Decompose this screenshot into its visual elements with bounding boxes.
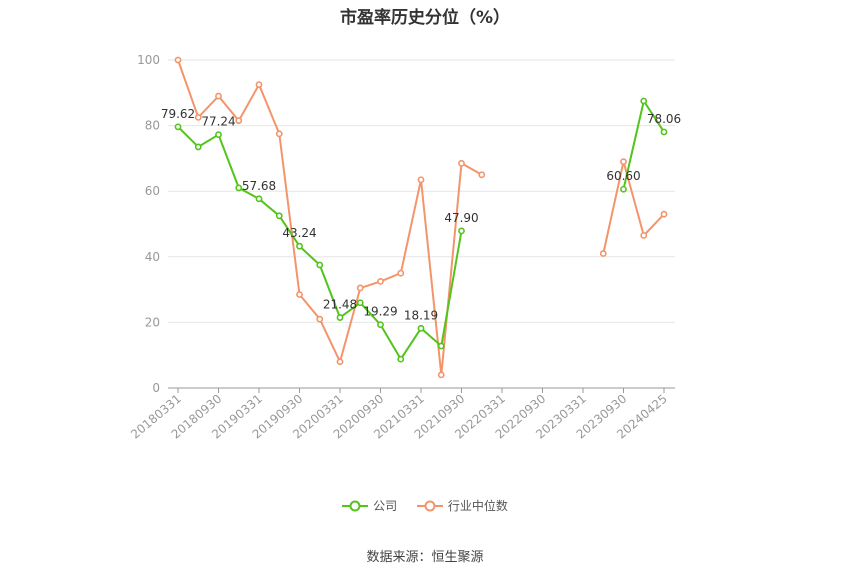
data-point	[356, 284, 364, 292]
data-label: 79.62	[161, 107, 195, 121]
data-label: 78.06	[647, 112, 681, 126]
data-point	[194, 114, 202, 121]
data-point	[640, 232, 648, 239]
data-point	[377, 321, 384, 329]
legend: 公司 行业中位数	[0, 497, 850, 515]
legend-label-company: 公司	[373, 499, 398, 513]
data-point	[275, 212, 283, 220]
data-label: 77.24	[201, 115, 235, 129]
series-line	[177, 59, 483, 376]
data-label: 47.90	[444, 211, 478, 225]
data-point	[235, 117, 243, 125]
data-point	[336, 358, 344, 366]
series-line	[602, 161, 665, 254]
legend-marker-industry	[416, 500, 443, 511]
legend-label-industry: 行业中位数	[447, 499, 508, 513]
data-point	[174, 123, 182, 131]
data-point	[356, 299, 364, 307]
legend-item-industry[interactable]: 行业中位数	[416, 497, 508, 514]
y-tick-label: 100	[137, 53, 160, 67]
y-tick-label: 40	[145, 250, 160, 264]
data-point	[417, 176, 425, 184]
data-point	[437, 371, 445, 379]
data-point	[215, 131, 222, 139]
y-tick-label: 80	[145, 119, 160, 133]
legend-item-company[interactable]: 公司	[342, 497, 397, 514]
data-point	[255, 195, 263, 203]
data-point	[275, 130, 283, 138]
series-line	[177, 126, 463, 361]
data-point	[296, 291, 303, 298]
y-tick-label: 60	[145, 184, 160, 198]
data-point	[336, 314, 344, 321]
data-point	[620, 158, 627, 166]
data-label: 21.48	[323, 298, 357, 312]
data-point	[417, 324, 425, 332]
y-tick-label: 20	[145, 315, 160, 329]
chart-plot: 0204060801002018033120180930201903312019…	[128, 53, 681, 442]
data-point	[437, 342, 445, 350]
data-label: 57.68	[242, 179, 276, 193]
data-point	[397, 269, 405, 277]
data-point	[174, 56, 182, 64]
data-point	[215, 92, 222, 100]
data-point	[458, 159, 465, 167]
data-point	[478, 171, 486, 179]
data-point	[660, 210, 668, 218]
data-point	[194, 143, 202, 151]
data-point	[660, 128, 668, 136]
data-point	[296, 242, 303, 250]
data-point	[235, 184, 243, 192]
data-point	[620, 185, 627, 193]
data-point	[640, 97, 648, 105]
chart-title: 市盈率历史分位（%）	[339, 8, 511, 28]
data-point	[316, 261, 324, 269]
data-source: 数据来源：恒生聚源	[366, 550, 484, 565]
data-point	[397, 355, 405, 363]
data-point	[316, 315, 324, 323]
data-point	[458, 227, 465, 235]
data-point	[377, 277, 384, 285]
data-label: 18.19	[404, 308, 438, 322]
data-label: 43.24	[282, 226, 316, 240]
y-tick-label: 0	[152, 381, 160, 395]
data-label: 19.29	[363, 305, 397, 319]
data-point	[255, 81, 263, 88]
data-point	[599, 250, 607, 257]
legend-marker-company	[342, 500, 369, 511]
data-label: 60.60	[606, 169, 640, 183]
